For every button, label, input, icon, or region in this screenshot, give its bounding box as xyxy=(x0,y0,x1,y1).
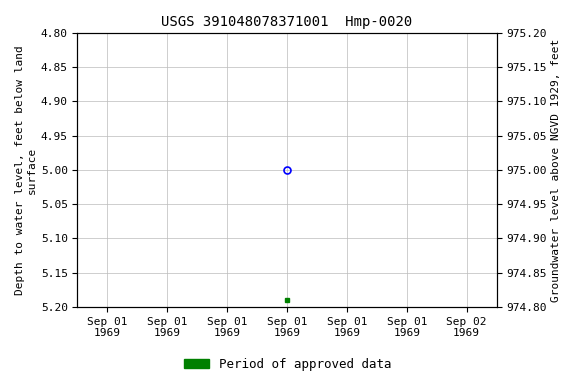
Title: USGS 391048078371001  Hmp-0020: USGS 391048078371001 Hmp-0020 xyxy=(161,15,412,29)
Y-axis label: Depth to water level, feet below land
surface: Depth to water level, feet below land su… xyxy=(15,45,37,295)
Legend: Period of approved data: Period of approved data xyxy=(179,353,397,376)
Y-axis label: Groundwater level above NGVD 1929, feet: Groundwater level above NGVD 1929, feet xyxy=(551,38,561,301)
